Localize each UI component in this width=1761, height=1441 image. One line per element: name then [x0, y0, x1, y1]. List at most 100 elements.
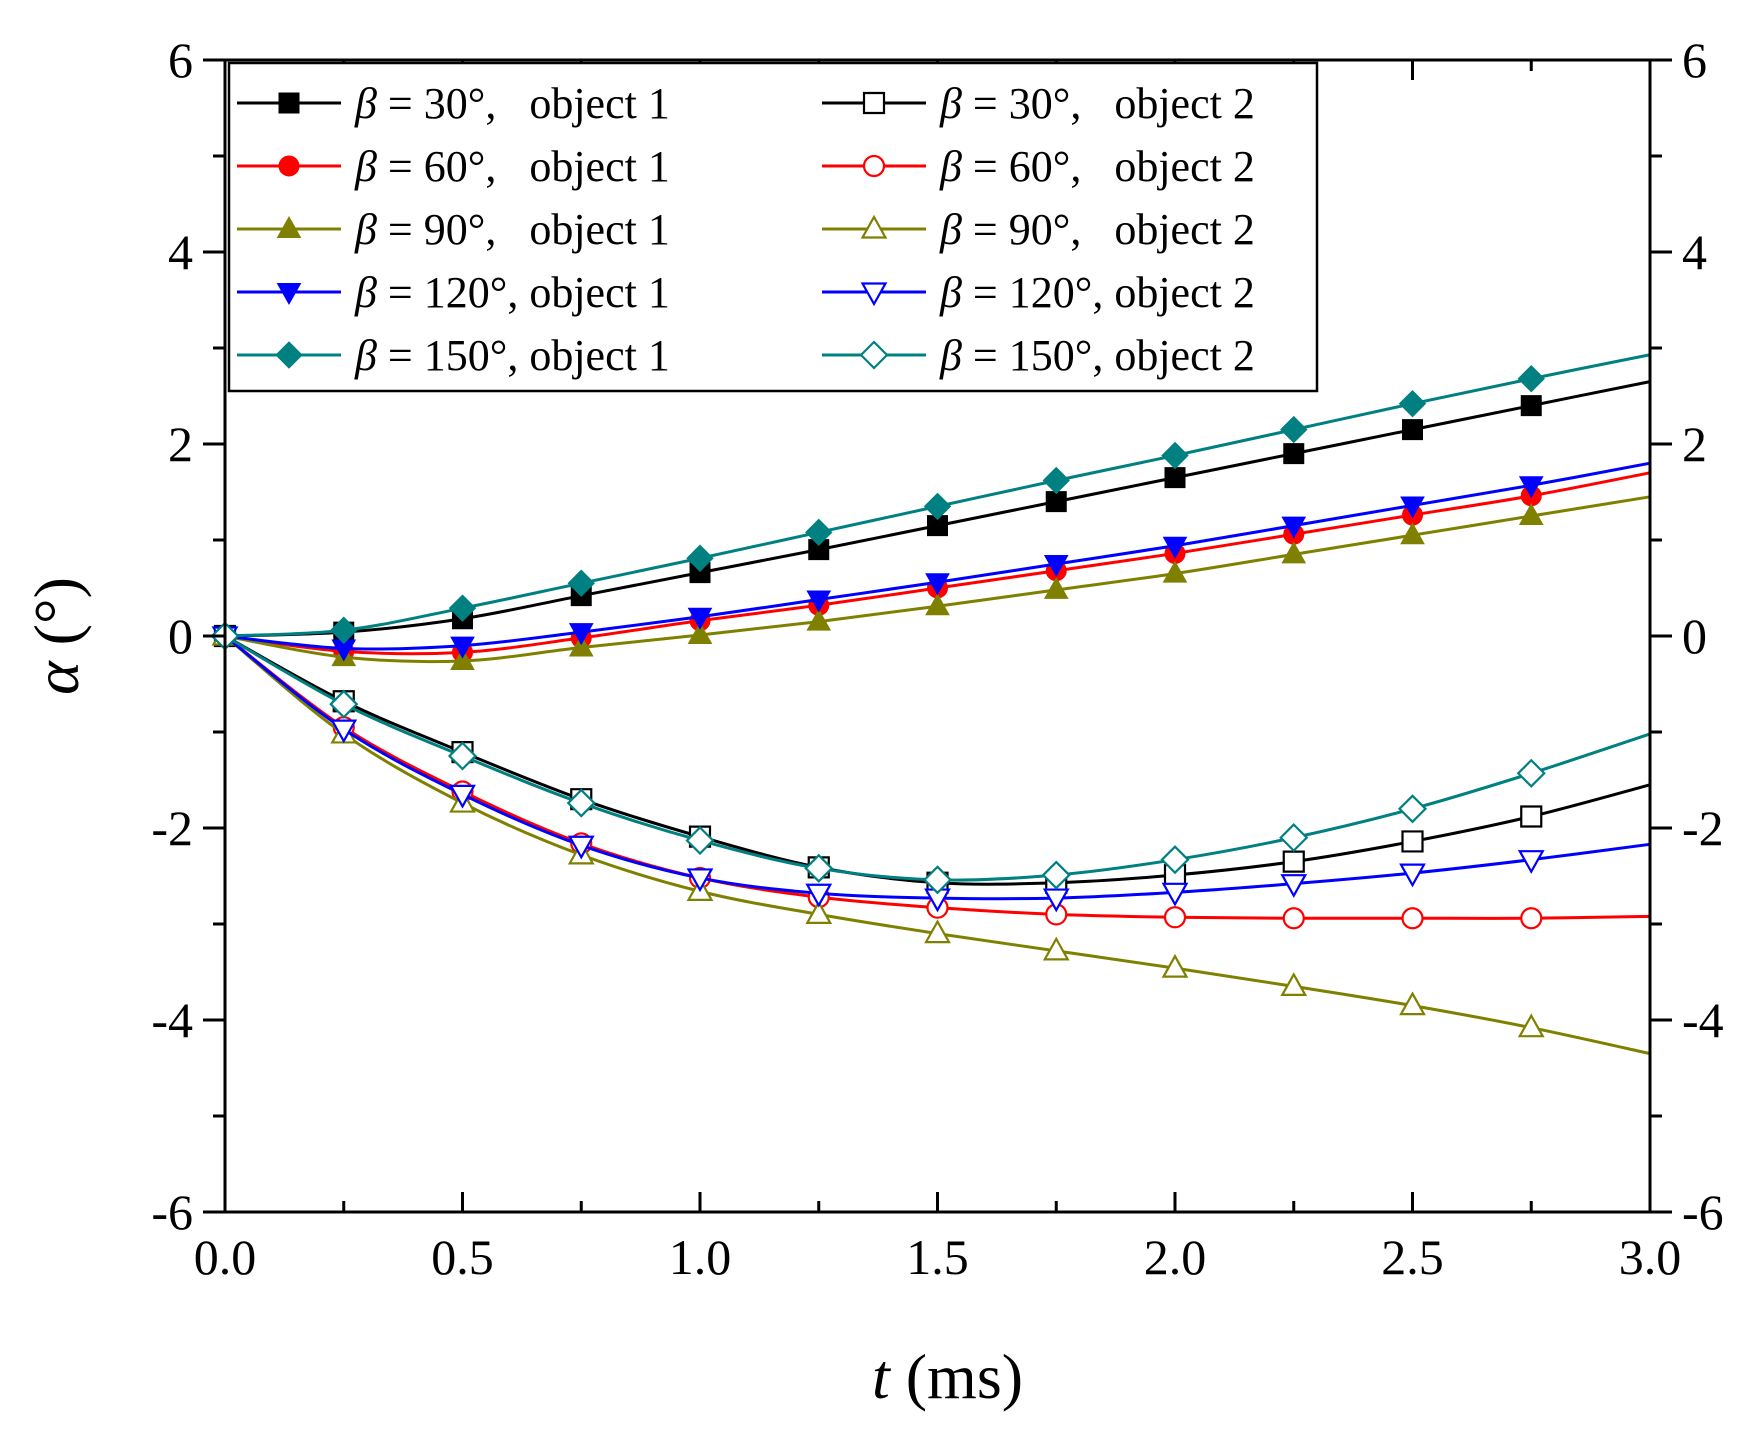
series-5-point — [330, 616, 358, 644]
legend-label-text: = 90°, object 1 — [377, 205, 670, 254]
legend-marker — [278, 155, 300, 177]
legend-label: β = 120°, object 1 — [354, 268, 670, 317]
series-4-point — [1518, 476, 1544, 499]
series-9-point — [567, 835, 595, 860]
y-tick-label-right: -6 — [1682, 1184, 1724, 1240]
series-3-point — [806, 608, 832, 631]
legend-label-text: = 120°, object 2 — [962, 268, 1255, 317]
series-8-point — [1280, 972, 1308, 996]
x-tick-label: 0.5 — [431, 1229, 494, 1285]
x-tick-label: 1.5 — [906, 1229, 969, 1285]
series-4-point — [1162, 536, 1188, 559]
legend-entry-1: β = 30°, object 1 — [237, 79, 670, 128]
series-6-point — [1282, 850, 1305, 873]
series-10-point — [566, 788, 596, 818]
series-1-point — [1164, 467, 1186, 489]
legend-label: β = 30°, object 1 — [354, 79, 670, 128]
legend: β = 30°, object 1β = 60°, object 1β = 90… — [227, 61, 1319, 393]
legend-label: β = 60°, object 2 — [939, 142, 1255, 191]
legend-beta-symbol: β — [939, 268, 962, 317]
legend-beta-symbol: β — [354, 331, 377, 380]
legend-marker — [860, 282, 888, 307]
series-9-point — [805, 883, 833, 908]
series-6-point — [1520, 805, 1543, 828]
series-3-point — [1162, 560, 1188, 583]
series-1-point — [1402, 419, 1423, 441]
y-tick-label-right: 0 — [1682, 608, 1707, 664]
series-9-point — [1517, 850, 1545, 874]
series-10-point — [447, 741, 478, 771]
legend-beta-symbol: β — [354, 268, 377, 317]
legend-label-text: = 30°, object 1 — [377, 79, 670, 128]
series-8-point — [924, 919, 951, 944]
series-6-point — [1401, 830, 1424, 853]
series-7-point — [1520, 907, 1543, 930]
legend-label-text: = 60°, object 2 — [962, 142, 1255, 191]
y-axis-title: α (°) — [21, 577, 92, 695]
legend-label: β = 60°, object 1 — [354, 142, 670, 191]
series-3-point — [1518, 502, 1544, 525]
series-4-point — [1281, 516, 1307, 539]
series-3-point — [687, 622, 713, 645]
series-5-point — [1161, 441, 1189, 470]
series-5-point — [1398, 389, 1427, 418]
legend-beta-symbol: β — [939, 205, 962, 254]
y-tick-label-right: 6 — [1682, 32, 1707, 88]
y-tick-label-left: -4 — [151, 992, 193, 1048]
y-tick-label-left: -6 — [151, 1184, 193, 1240]
y-tick-label-left: -2 — [151, 800, 193, 856]
series-10-point — [1397, 794, 1428, 824]
x-tick-label: 2.0 — [1144, 1229, 1207, 1285]
series-5-point — [923, 492, 952, 521]
legend-entry-6: β = 30°, object 2 — [822, 79, 1255, 128]
series-7-point — [1282, 907, 1305, 930]
series-8-point — [1517, 1013, 1545, 1038]
marks-layer — [210, 353, 1651, 1056]
y-tick-label-left: 6 — [168, 32, 193, 88]
series-1-point — [1045, 491, 1067, 513]
series-3-point — [925, 593, 950, 616]
series-4-point — [1400, 496, 1425, 519]
legend-label: β = 120°, object 2 — [939, 268, 1255, 317]
series-9-point — [330, 719, 358, 744]
legend-marker — [275, 341, 303, 369]
series-1-point — [1520, 395, 1542, 417]
legend-marker — [276, 215, 302, 238]
x-tick-label: 0.0 — [194, 1229, 257, 1285]
series-5-point — [686, 544, 714, 572]
series-7-point — [1401, 907, 1424, 930]
series-10-point — [329, 689, 359, 719]
series-5 — [211, 353, 1651, 650]
legend-entry-2: β = 60°, object 1 — [237, 142, 670, 191]
series-1-point — [1283, 443, 1305, 465]
x-axis-symbol: t — [872, 1341, 892, 1412]
series-9 — [211, 626, 1651, 913]
series-5-point — [567, 569, 595, 597]
series-5-point — [1517, 365, 1545, 393]
legend-beta-symbol: β — [354, 142, 377, 191]
series-9-point — [1280, 874, 1308, 898]
series-3-point — [568, 634, 594, 657]
legend-marker — [276, 283, 302, 306]
series-9-point — [1399, 863, 1426, 888]
series-10-point — [1041, 860, 1071, 890]
legend-entry-7: β = 60°, object 2 — [822, 142, 1255, 191]
series-7-point — [1045, 903, 1068, 926]
series-5-point — [1280, 415, 1308, 444]
legend-label-text: = 120°, object 1 — [377, 268, 670, 317]
y-tick-label-left: 0 — [168, 608, 193, 664]
legend-label: β = 30°, object 2 — [939, 79, 1255, 128]
x-tick-label: 2.5 — [1381, 1229, 1444, 1285]
legend-marker — [860, 214, 888, 239]
legend-label: β = 90°, object 1 — [354, 205, 670, 254]
series-4-point — [1043, 555, 1069, 578]
legend-entry-4: β = 120°, object 1 — [237, 268, 670, 317]
legend-beta-symbol: β — [354, 79, 377, 128]
legend-label-text: = 30°, object 2 — [962, 79, 1255, 128]
legend-marker — [862, 91, 886, 115]
legend-entry-3: β = 90°, object 1 — [237, 205, 670, 254]
series-7-point — [1163, 906, 1187, 929]
series-8-point — [1042, 936, 1070, 961]
series-4-point — [450, 636, 475, 659]
series-10-point — [1279, 823, 1309, 853]
